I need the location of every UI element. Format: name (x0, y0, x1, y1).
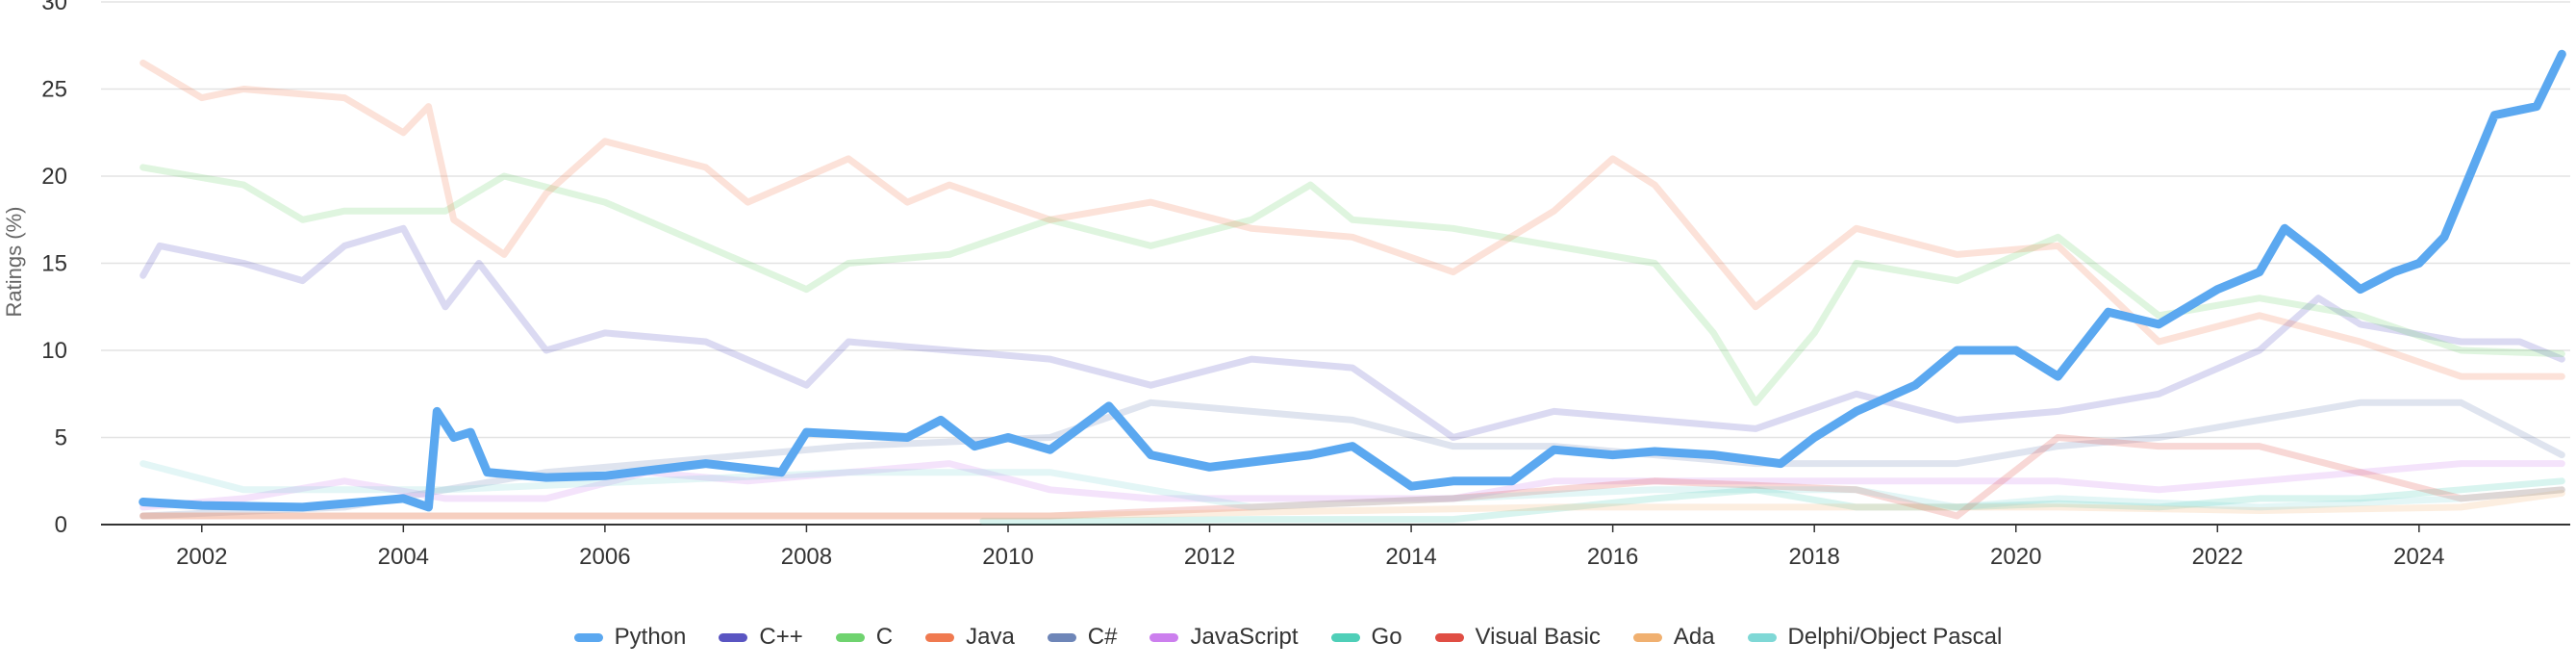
y-tick-label: 10 (41, 338, 67, 364)
series-line-visual-basic[interactable] (139, 434, 2565, 520)
y-tick-label: 0 (55, 512, 67, 538)
x-tick-label: 2002 (176, 544, 227, 570)
legend: Python C++ C Java C# JavaScript Go Visual Basic… (0, 616, 2576, 658)
legend-item-ada[interactable]: Ada (1632, 624, 1715, 651)
legend-item-c-[interactable]: C++ (719, 624, 803, 651)
legend-label: Visual Basic (1475, 624, 1601, 650)
legend-label: Python (614, 624, 687, 650)
y-tick-label: 30 (41, 0, 67, 15)
y-tick-labels: 0 5 10 15 20 25 30 (41, 0, 67, 538)
y-tick-label: 15 (41, 251, 67, 277)
x-tick-label: 2024 (2393, 544, 2444, 570)
legend-label: C (875, 624, 894, 650)
y-tick-label: 5 (55, 425, 67, 451)
y-tick-label: 20 (41, 164, 67, 190)
series-line-go[interactable] (979, 477, 2565, 525)
x-tick-label: 2018 (1788, 544, 1839, 570)
legend-item-python[interactable]: Python (573, 624, 687, 651)
series-line-java[interactable] (139, 59, 2565, 380)
legend-item-delphi-object-pascal[interactable]: Delphi/Object Pascal (1747, 624, 2003, 651)
x-tick-label: 2014 (1385, 544, 1436, 570)
series-line-ada[interactable] (139, 489, 2565, 520)
legend-swatch (835, 632, 865, 642)
legend-item-c[interactable]: C (835, 624, 894, 651)
legend-swatch (925, 632, 955, 642)
series-lines (139, 49, 2566, 525)
legend-swatch (1747, 632, 1777, 642)
legend-swatch (573, 632, 603, 642)
legend-label: C# (1087, 624, 1118, 650)
legend-label: Ada (1673, 624, 1715, 650)
legend-item-c-[interactable]: C# (1047, 624, 1118, 651)
series-line-python[interactable] (139, 49, 2566, 512)
legend-swatch (719, 632, 748, 642)
legend-swatch (1434, 632, 1464, 642)
x-tick-label: 2016 (1587, 544, 1638, 570)
legend-swatch (1632, 632, 1662, 642)
y-tick-label: 25 (41, 77, 67, 103)
x-tick-labels: 2002 2004 2006 2008 2010 2012 2014 2016 2018 2020… (176, 525, 2445, 570)
series-line-c-[interactable] (139, 224, 2565, 441)
legend-item-javascript[interactable]: JavaScript (1149, 624, 1299, 651)
y-axis-title: Ratings (%) (2, 207, 26, 318)
x-tick-label: 2010 (982, 544, 1033, 570)
series-line-delphi-object-pascal[interactable] (139, 460, 2565, 511)
gridlines (101, 1, 2570, 526)
legend-label: Delphi/Object Pascal (1787, 624, 2003, 650)
legend-item-go[interactable]: Go (1330, 624, 1402, 651)
x-tick-label: 2022 (2192, 544, 2243, 570)
legend-item-visual-basic[interactable]: Visual Basic (1434, 624, 1601, 651)
x-tick-label: 2004 (378, 544, 429, 570)
legend-item-java[interactable]: Java (925, 624, 1015, 651)
legend-swatch (1330, 632, 1360, 642)
x-tick-label: 2012 (1184, 544, 1235, 570)
series-line-javascript[interactable] (139, 460, 2565, 511)
legend-label: Java (966, 624, 1015, 650)
legend-swatch (1149, 632, 1179, 642)
legend-label: Go (1371, 624, 1402, 650)
series-line-c[interactable] (139, 164, 2565, 406)
legend-label: JavaScript (1190, 624, 1299, 650)
x-tick-label: 2008 (781, 544, 832, 570)
x-tick-label: 2006 (579, 544, 630, 570)
x-tick-label: 2020 (1990, 544, 2041, 570)
legend-label: C++ (759, 624, 803, 650)
legend-swatch (1047, 632, 1076, 642)
